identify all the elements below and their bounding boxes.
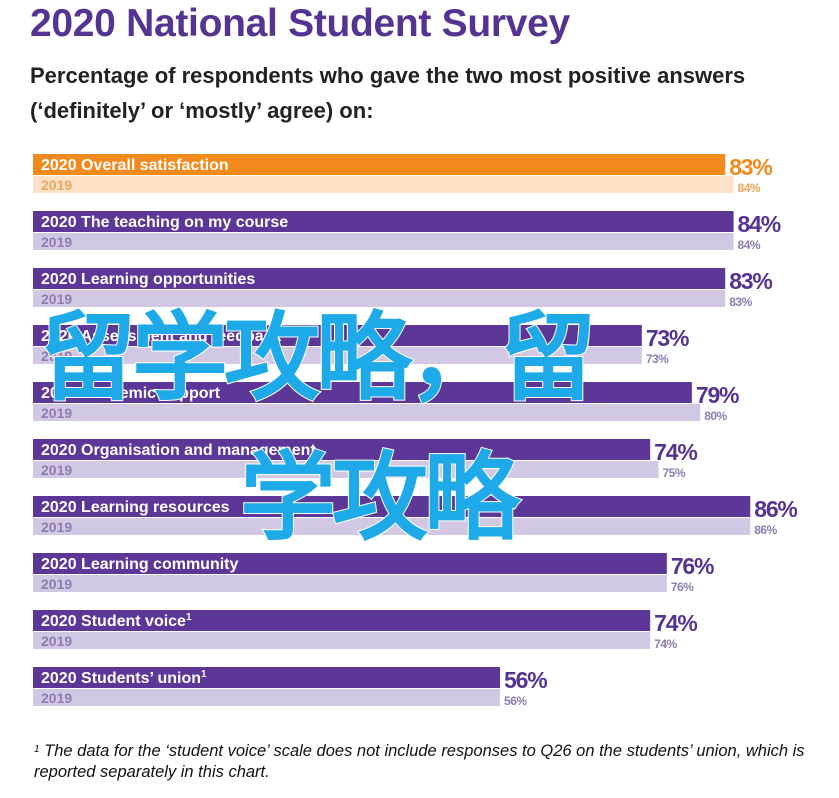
bar-2019: [33, 518, 751, 535]
bar-2019: [33, 404, 701, 421]
bar-2020: [33, 667, 501, 688]
value-label-2019: 80%: [704, 409, 727, 423]
footnote: 1 The data for the ‘student voice’ scale…: [34, 741, 814, 783]
bar-2020: [33, 382, 692, 403]
bar-chart: 2020 Overall satisfaction201983%84%2020 …: [33, 154, 799, 708]
bar-2020: [33, 154, 726, 175]
series-2019-label: 2019: [41, 462, 72, 478]
category-label: 2020 Learning resources: [41, 499, 230, 516]
bar-2019: [33, 689, 501, 706]
bar-2019: [33, 632, 651, 649]
category-label: 2020 Organisation and management: [41, 442, 316, 459]
value-label-2020: 56%: [504, 667, 547, 693]
value-label-2020: 83%: [729, 154, 772, 180]
footnote-marker: 1: [34, 744, 40, 755]
value-label-2019: 83%: [729, 295, 752, 309]
bar-2019: [33, 347, 642, 364]
series-2019-label: 2019: [41, 576, 72, 592]
value-label-2019: 75%: [663, 466, 686, 480]
value-label-2019: 74%: [654, 637, 677, 651]
bar-2019: [33, 233, 734, 250]
value-label-2019: 86%: [754, 523, 777, 537]
bar-2020: [33, 211, 734, 232]
value-label-2019: 73%: [646, 352, 669, 366]
series-2019-label: 2019: [41, 633, 72, 649]
bar-2019: [33, 290, 726, 307]
value-label-2020: 74%: [654, 439, 697, 465]
value-label-2020: 73%: [646, 325, 689, 351]
bar-2019: [33, 176, 734, 193]
value-label-2020: 76%: [671, 553, 714, 579]
value-label-2020: 74%: [654, 610, 697, 636]
chart-subtitle: Percentage of respondents who gave the t…: [30, 63, 746, 123]
chart-title: 2020 National Student Survey: [30, 2, 570, 45]
category-label: 2020 Assessment and feedback: [41, 328, 282, 345]
category-label: 2020 Student voice1: [41, 612, 192, 630]
value-label-2020: 86%: [754, 496, 797, 522]
value-label-2020: 84%: [738, 211, 781, 237]
bar-2019: [33, 461, 659, 478]
series-2019-label: 2019: [41, 405, 72, 421]
value-label-2019: 76%: [671, 580, 694, 594]
category-label: 2020 Students’ union1: [41, 669, 207, 687]
bar-2020: [33, 268, 726, 289]
series-2019-label: 2019: [41, 690, 72, 706]
bar-2020: [33, 439, 651, 460]
series-2019-label: 2019: [41, 234, 72, 250]
category-label: 2020 Academic support: [41, 385, 221, 402]
category-label: 2020 Learning opportunities: [41, 271, 255, 288]
bar-2020: [33, 610, 651, 631]
value-label-2020: 83%: [729, 268, 772, 294]
value-label-2019: 84%: [738, 238, 761, 252]
category-label: 2020 Learning community: [41, 556, 239, 573]
value-label-2020: 79%: [696, 382, 739, 408]
footnote-text: The data for the ‘student voice’ scale d…: [34, 742, 805, 781]
series-2019-label: 2019: [41, 291, 72, 307]
series-2019-label: 2019: [41, 519, 72, 535]
bar-2020: [33, 496, 751, 517]
category-label: 2020 The teaching on my course: [41, 214, 288, 231]
bar-2019: [33, 575, 667, 592]
category-label: 2020 Overall satisfaction: [41, 157, 229, 174]
value-label-2019: 56%: [504, 694, 527, 708]
series-2019-label: 2019: [41, 177, 72, 193]
value-label-2019: 84%: [738, 181, 761, 195]
bar-2020: [33, 553, 667, 574]
series-2019-label: 2019: [41, 348, 72, 364]
bar-2020: [33, 325, 642, 346]
